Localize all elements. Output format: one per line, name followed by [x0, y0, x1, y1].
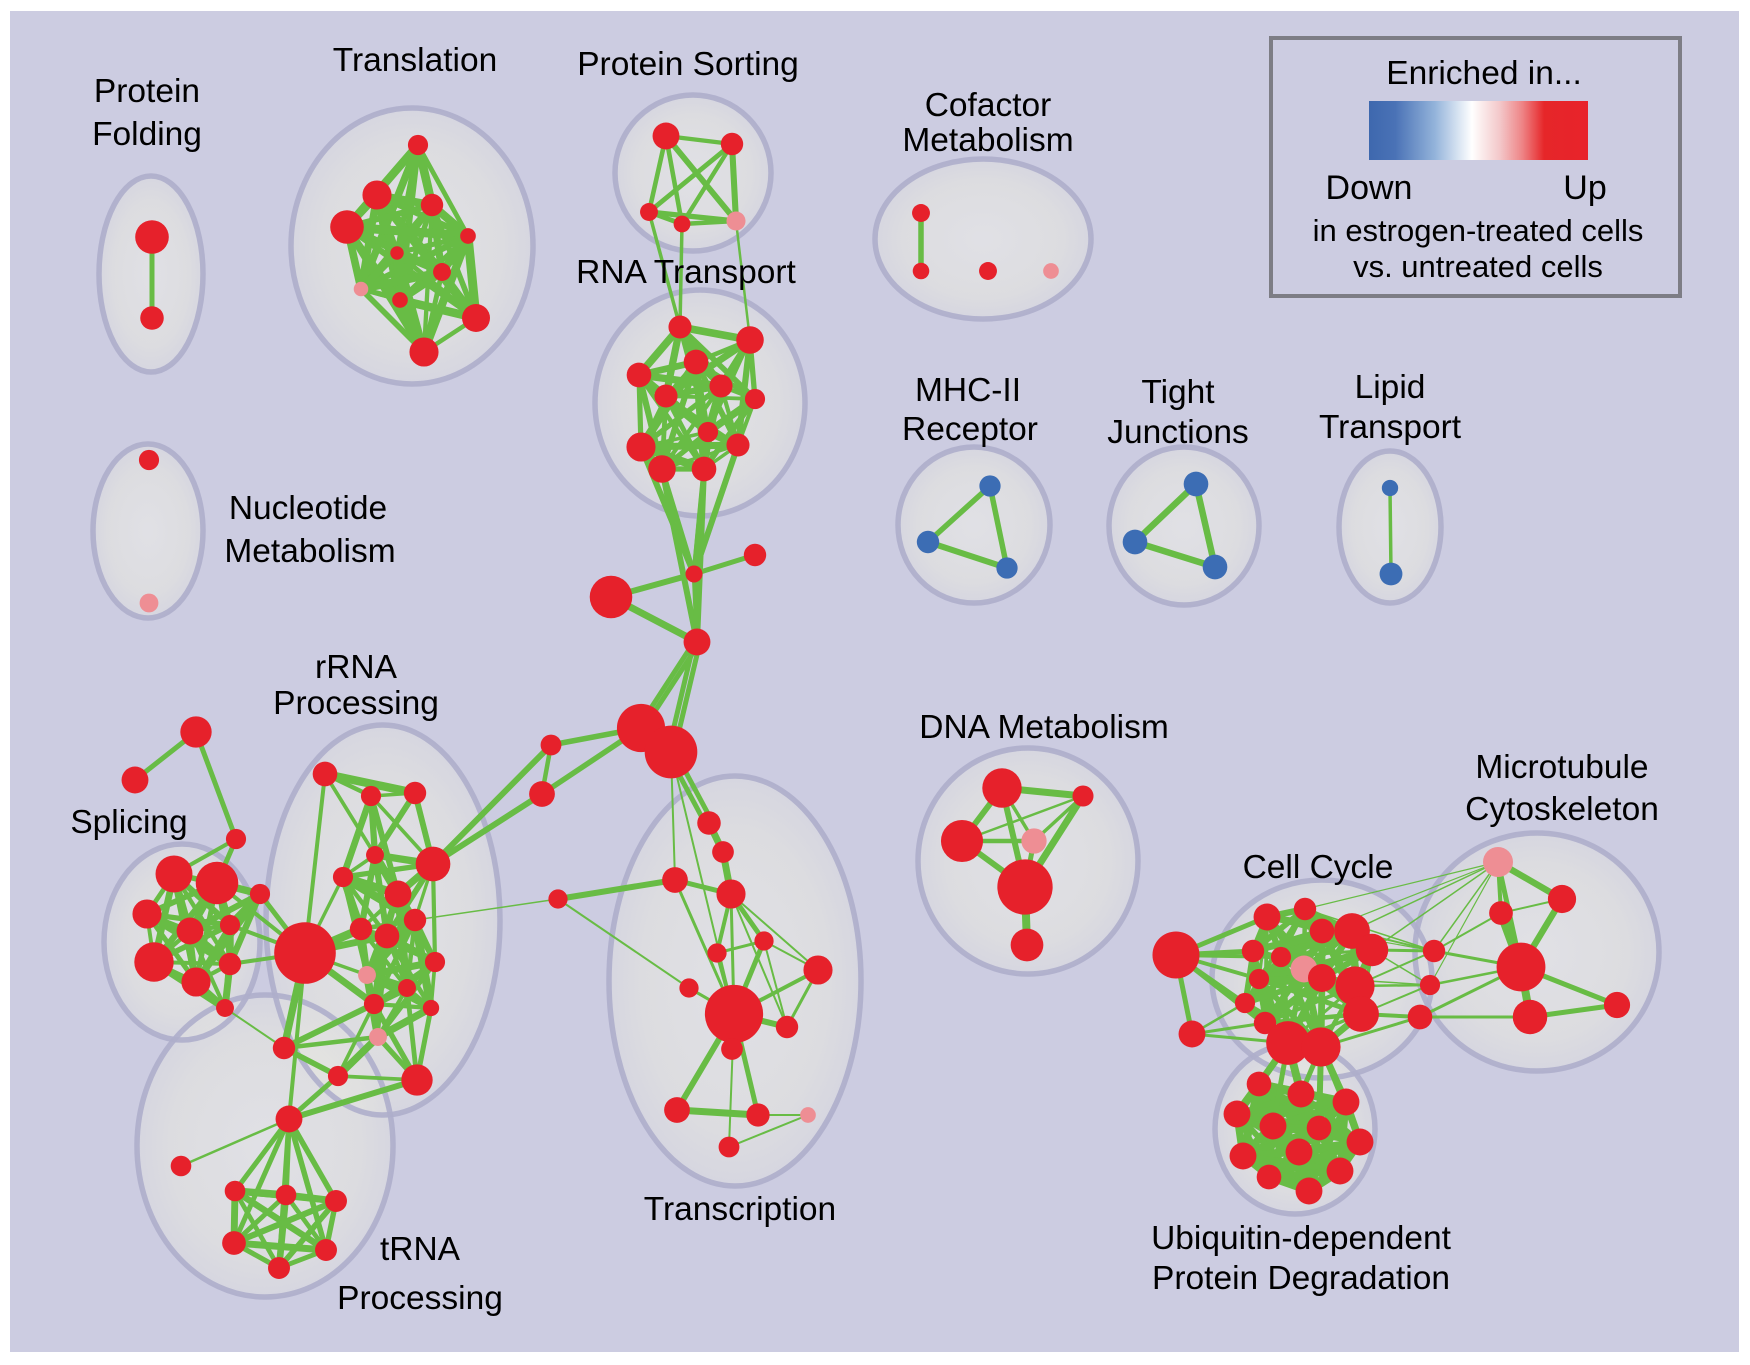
svg-text:in estrogen-treated cells: in estrogen-treated cells	[1313, 213, 1644, 248]
svg-text:Metabolism: Metabolism	[224, 533, 395, 570]
svg-text:Transport: Transport	[1319, 409, 1462, 446]
svg-text:tRNA: tRNA	[380, 1231, 461, 1268]
svg-text:Enriched in...: Enriched in...	[1386, 55, 1582, 92]
svg-text:Junctions: Junctions	[1107, 414, 1249, 451]
svg-text:RNA Transport: RNA Transport	[576, 254, 796, 291]
svg-text:MHC-II: MHC-II	[915, 372, 1021, 409]
svg-text:Cytoskeleton: Cytoskeleton	[1465, 791, 1659, 828]
svg-text:Processing: Processing	[273, 685, 439, 722]
svg-text:Processing: Processing	[337, 1280, 503, 1317]
svg-text:Folding: Folding	[92, 116, 202, 153]
svg-text:Metabolism: Metabolism	[902, 122, 1073, 159]
svg-text:Splicing: Splicing	[70, 804, 187, 841]
svg-text:Nucleotide: Nucleotide	[229, 490, 387, 527]
svg-text:Protein: Protein	[94, 73, 200, 110]
svg-text:Ubiquitin-dependent: Ubiquitin-dependent	[1151, 1220, 1452, 1257]
svg-text:Tight: Tight	[1141, 374, 1215, 411]
svg-text:Microtubule: Microtubule	[1475, 749, 1648, 786]
svg-text:Transcription: Transcription	[644, 1191, 836, 1228]
svg-text:Lipid: Lipid	[1355, 369, 1426, 406]
svg-text:Cofactor: Cofactor	[925, 87, 1052, 124]
svg-text:Cell Cycle: Cell Cycle	[1243, 849, 1394, 886]
svg-text:Down: Down	[1326, 169, 1413, 207]
svg-text:Protein Sorting: Protein Sorting	[577, 46, 799, 83]
svg-text:Up: Up	[1563, 169, 1606, 207]
svg-text:rRNA: rRNA	[315, 649, 398, 686]
svg-text:Protein Degradation: Protein Degradation	[1152, 1260, 1450, 1297]
svg-text:DNA Metabolism: DNA Metabolism	[919, 709, 1168, 746]
svg-text:Receptor: Receptor	[902, 411, 1038, 448]
svg-text:Translation: Translation	[333, 42, 497, 79]
svg-text:vs. untreated cells: vs. untreated cells	[1353, 249, 1603, 284]
